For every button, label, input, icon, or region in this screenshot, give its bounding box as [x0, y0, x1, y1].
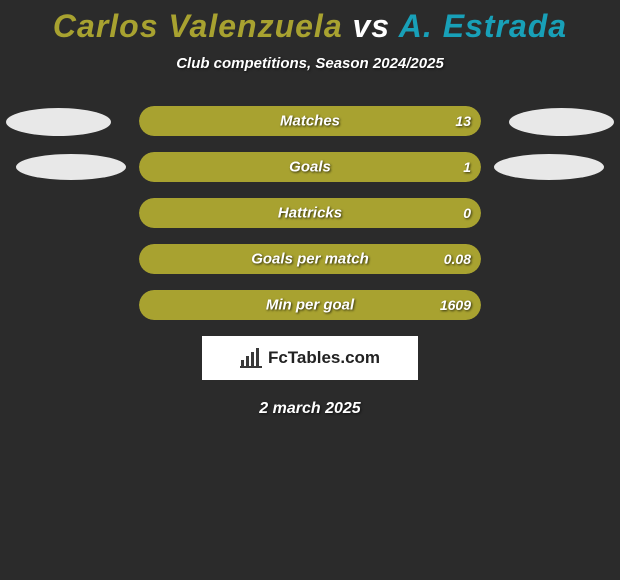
title-vs: vs: [353, 8, 391, 44]
stat-value-right: 1: [463, 159, 471, 175]
branding-badge: FcTables.com: [202, 336, 418, 380]
stat-row: Matches 13: [139, 106, 481, 136]
title-player1: Carlos Valenzuela: [53, 8, 343, 44]
stat-value-right: 0: [463, 205, 471, 221]
player2-marker-top: [509, 108, 614, 136]
stat-label: Goals per match: [251, 251, 369, 268]
figure-container: Carlos Valenzuela vs A. Estrada Club com…: [0, 0, 620, 418]
stat-label: Goals: [289, 159, 331, 176]
player2-marker-second: [494, 154, 604, 180]
title: Carlos Valenzuela vs A. Estrada: [0, 8, 620, 45]
stat-label: Min per goal: [266, 297, 354, 314]
stat-row: Hattricks 0: [139, 198, 481, 228]
stat-row: Min per goal 1609: [139, 290, 481, 320]
stat-row: Goals per match 0.08: [139, 244, 481, 274]
stat-label: Hattricks: [278, 205, 342, 222]
date-text: 2 march 2025: [0, 400, 620, 418]
player1-marker-second: [16, 154, 126, 180]
stat-value-right: 13: [455, 113, 471, 129]
stat-bars: Matches 13 Goals 1 Hattricks 0: [139, 106, 481, 320]
title-player2: A. Estrada: [399, 8, 567, 44]
stat-value-right: 0.08: [444, 251, 471, 267]
branding-text: FcTables.com: [268, 348, 380, 368]
player1-marker-top: [6, 108, 111, 136]
bar-chart-icon: [240, 348, 262, 368]
stat-row: Goals 1: [139, 152, 481, 182]
subtitle: Club competitions, Season 2024/2025: [0, 55, 620, 72]
stat-label: Matches: [280, 113, 340, 130]
stat-value-right: 1609: [440, 297, 471, 313]
stats-area: Matches 13 Goals 1 Hattricks 0: [0, 106, 620, 320]
